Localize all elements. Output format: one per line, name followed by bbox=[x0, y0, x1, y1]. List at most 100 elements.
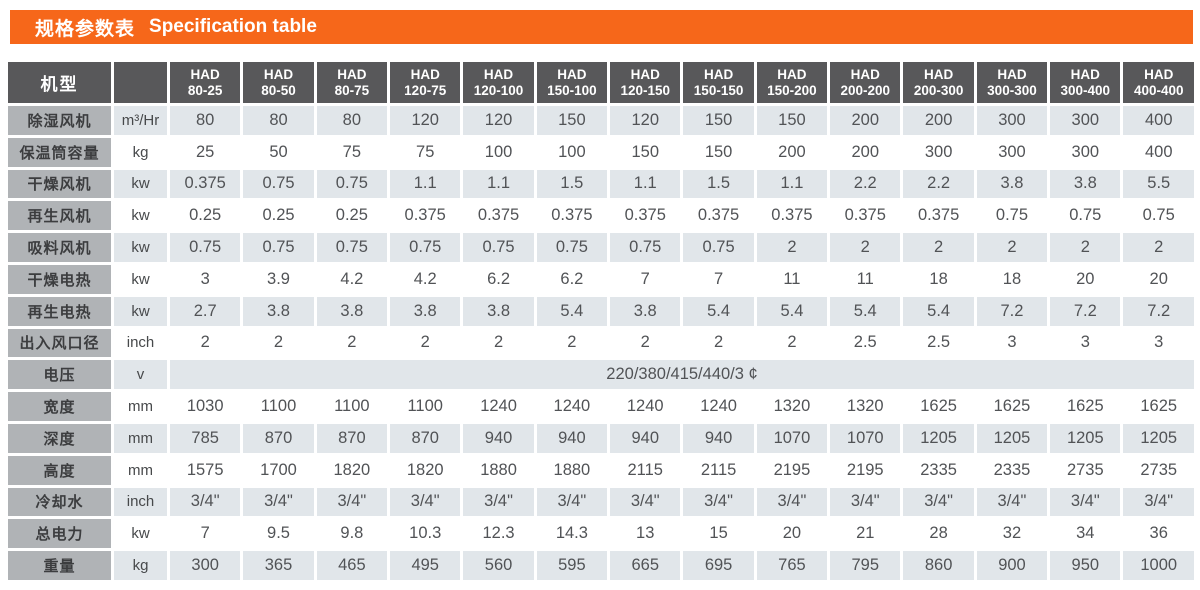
spec-value-cell: 150 bbox=[683, 106, 754, 135]
spec-value-cell: 0.25 bbox=[316, 201, 388, 231]
spec-value-cell: 1205 bbox=[1123, 423, 1194, 453]
spec-value-cell: 1240 bbox=[683, 392, 754, 421]
model-name-line1: HAD bbox=[190, 66, 220, 82]
spec-value-cell: 900 bbox=[976, 551, 1048, 580]
row-label-cell: 干燥风机 bbox=[8, 169, 111, 199]
spec-value-cell: 940 bbox=[683, 423, 754, 453]
spec-value-cell: 1320 bbox=[830, 392, 901, 421]
spec-value-cell: 1.1 bbox=[390, 169, 461, 199]
spec-row: 除湿风机 m³/Hr 80 80 80 120 120 150 120 150 150 200 200 3… bbox=[8, 106, 1194, 135]
spec-value-cell: 2.7 bbox=[170, 296, 241, 326]
spec-value-cell: 1625 bbox=[976, 392, 1048, 421]
spec-value-cell: 1240 bbox=[463, 392, 534, 421]
row-label-cell: 宽度 bbox=[8, 392, 111, 421]
model-name-line2: 150-150 bbox=[693, 82, 744, 98]
spec-value-cell: 595 bbox=[536, 551, 608, 580]
spec-value-cell: 1880 bbox=[536, 455, 608, 485]
spec-value-cell: 6.2 bbox=[463, 264, 534, 294]
spec-value-cell: 3/4" bbox=[243, 487, 314, 517]
model-header-cell: HAD 80-25 bbox=[170, 62, 241, 103]
spec-value-cell: 0.75 bbox=[170, 233, 241, 262]
row-unit-cell: kw bbox=[114, 169, 167, 199]
spec-value-cell: 21 bbox=[830, 519, 901, 549]
spec-value-cell: 1700 bbox=[243, 455, 314, 485]
spec-row: 干燥风机 kw 0.375 0.75 0.75 1.1 1.1 1.5 1.1 1.5 1.1 2.2… bbox=[8, 169, 1194, 199]
spec-value-cell: 80 bbox=[316, 106, 388, 135]
model-name-line2: 120-100 bbox=[473, 82, 524, 98]
model-name-line1: HAD bbox=[1070, 66, 1100, 82]
spec-value-cell: 2 bbox=[610, 328, 681, 358]
row-label-cell: 冷却水 bbox=[8, 487, 111, 517]
row-unit-cell: kw bbox=[114, 233, 167, 262]
merged-value-cell: 220/380/415/440/3 ¢ bbox=[170, 360, 1194, 390]
spec-value-cell: 2 bbox=[756, 328, 828, 358]
spec-value-cell: 0.75 bbox=[536, 233, 608, 262]
spec-row: 重量 kg 300 365 465 495 560 595 665 695 765 795 860 900… bbox=[8, 551, 1194, 580]
spec-value-cell: 3/4" bbox=[1050, 487, 1121, 517]
spec-value-cell: 1240 bbox=[536, 392, 608, 421]
spec-value-cell: 0.75 bbox=[390, 233, 461, 262]
spec-value-cell: 18 bbox=[976, 264, 1048, 294]
spec-value-cell: 0.375 bbox=[683, 201, 754, 231]
model-name-line2: 80-50 bbox=[261, 82, 296, 98]
row-label-cell: 吸料风机 bbox=[8, 233, 111, 262]
specification-table: 机型 HAD 80-25 HAD 80-50 HAD 80-75 HAD 120-75 HAD 1… bbox=[5, 59, 1197, 583]
spec-value-cell: 1625 bbox=[903, 392, 974, 421]
spec-value-cell: 2195 bbox=[756, 455, 828, 485]
row-unit-cell: kg bbox=[114, 551, 167, 580]
spec-value-cell: 1100 bbox=[243, 392, 314, 421]
model-name-line2: 200-300 bbox=[913, 82, 964, 98]
spec-value-cell: 9.8 bbox=[316, 519, 388, 549]
spec-value-cell: 0.75 bbox=[463, 233, 534, 262]
spec-value-cell: 940 bbox=[536, 423, 608, 453]
spec-value-cell: 0.25 bbox=[243, 201, 314, 231]
spec-value-cell: 0.375 bbox=[463, 201, 534, 231]
model-name-line2: 80-75 bbox=[334, 82, 370, 98]
spec-value-cell: 3 bbox=[976, 328, 1048, 358]
spec-value-cell: 14.3 bbox=[536, 519, 608, 549]
spec-value-cell: 2 bbox=[830, 233, 901, 262]
row-label-cell: 高度 bbox=[8, 455, 111, 485]
spec-value-cell: 5.4 bbox=[683, 296, 754, 326]
spec-value-cell: 400 bbox=[1123, 137, 1194, 167]
spec-value-cell: 1100 bbox=[316, 392, 388, 421]
model-header-cell: HAD 150-100 bbox=[536, 62, 608, 103]
model-header-cell: HAD 120-150 bbox=[610, 62, 681, 103]
row-unit-cell: mm bbox=[114, 392, 167, 421]
spec-value-cell: 18 bbox=[903, 264, 974, 294]
spec-value-cell: 1205 bbox=[976, 423, 1048, 453]
spec-value-cell: 150 bbox=[610, 137, 681, 167]
spec-value-cell: 1575 bbox=[170, 455, 241, 485]
row-label-cell: 除湿风机 bbox=[8, 106, 111, 135]
corner-cell-model-type: 机型 bbox=[8, 62, 111, 103]
spec-value-cell: 300 bbox=[170, 551, 241, 580]
spec-value-cell: 1205 bbox=[903, 423, 974, 453]
spec-value-cell: 1240 bbox=[610, 392, 681, 421]
spec-value-cell: 2 bbox=[170, 328, 241, 358]
row-label-cell: 深度 bbox=[8, 423, 111, 453]
row-label-cell: 总电力 bbox=[8, 519, 111, 549]
spec-value-cell: 20 bbox=[756, 519, 828, 549]
spec-value-cell: 3 bbox=[170, 264, 241, 294]
spec-value-cell: 795 bbox=[830, 551, 901, 580]
spec-value-cell: 665 bbox=[610, 551, 681, 580]
spec-value-cell: 3/4" bbox=[316, 487, 388, 517]
model-name-line1: HAD bbox=[850, 66, 880, 82]
spec-row: 深度 mm 785 870 870 870 940 940 940 940 1070 1070 1205… bbox=[8, 423, 1194, 453]
spec-value-cell: 9.5 bbox=[243, 519, 314, 549]
spec-value-cell: 0.75 bbox=[1050, 201, 1121, 231]
spec-value-cell: 3.8 bbox=[243, 296, 314, 326]
spec-value-cell: 0.375 bbox=[536, 201, 608, 231]
model-header-cell: HAD 120-100 bbox=[463, 62, 534, 103]
spec-value-cell: 3.8 bbox=[316, 296, 388, 326]
model-name-line2: 400-400 bbox=[1133, 82, 1184, 98]
spec-row: 宽度 mm 1030 1100 1100 1100 1240 1240 1240 1240 1320… bbox=[8, 392, 1194, 421]
spec-value-cell: 100 bbox=[536, 137, 608, 167]
spec-value-cell: 2115 bbox=[610, 455, 681, 485]
spec-value-cell: 3.8 bbox=[1050, 169, 1121, 199]
spec-value-cell: 1000 bbox=[1123, 551, 1194, 580]
row-label-cell: 再生风机 bbox=[8, 201, 111, 231]
spec-value-cell: 1030 bbox=[170, 392, 241, 421]
spec-value-cell: 0.75 bbox=[976, 201, 1048, 231]
model-header-cell: HAD 150-200 bbox=[756, 62, 828, 103]
